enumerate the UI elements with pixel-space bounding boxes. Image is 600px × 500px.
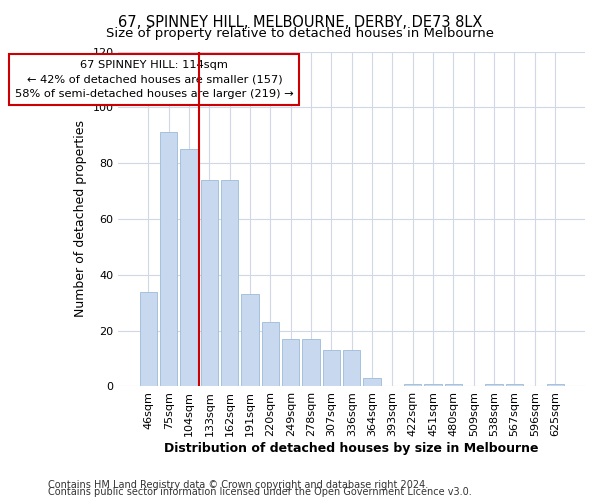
X-axis label: Distribution of detached houses by size in Melbourne: Distribution of detached houses by size …	[164, 442, 539, 455]
Bar	[221, 180, 238, 386]
Text: Size of property relative to detached houses in Melbourne: Size of property relative to detached ho…	[106, 28, 494, 40]
Bar	[323, 350, 340, 387]
Text: 67, SPINNEY HILL, MELBOURNE, DERBY, DE73 8LX: 67, SPINNEY HILL, MELBOURNE, DERBY, DE73…	[118, 15, 482, 30]
Bar	[181, 149, 197, 386]
Y-axis label: Number of detached properties: Number of detached properties	[74, 120, 87, 318]
Bar	[343, 350, 361, 387]
Bar	[364, 378, 381, 386]
Bar	[445, 384, 462, 386]
Bar	[241, 294, 259, 386]
Bar	[424, 384, 442, 386]
Bar	[160, 132, 178, 386]
Bar	[485, 384, 503, 386]
Bar	[506, 384, 523, 386]
Bar	[282, 339, 299, 386]
Text: Contains HM Land Registry data © Crown copyright and database right 2024.: Contains HM Land Registry data © Crown c…	[48, 480, 428, 490]
Bar	[404, 384, 421, 386]
Bar	[302, 339, 320, 386]
Bar	[547, 384, 564, 386]
Bar	[262, 322, 279, 386]
Bar	[140, 292, 157, 386]
Text: Contains public sector information licensed under the Open Government Licence v3: Contains public sector information licen…	[48, 487, 472, 497]
Text: 67 SPINNEY HILL: 114sqm
← 42% of detached houses are smaller (157)
58% of semi-d: 67 SPINNEY HILL: 114sqm ← 42% of detache…	[15, 60, 294, 100]
Bar	[201, 180, 218, 386]
